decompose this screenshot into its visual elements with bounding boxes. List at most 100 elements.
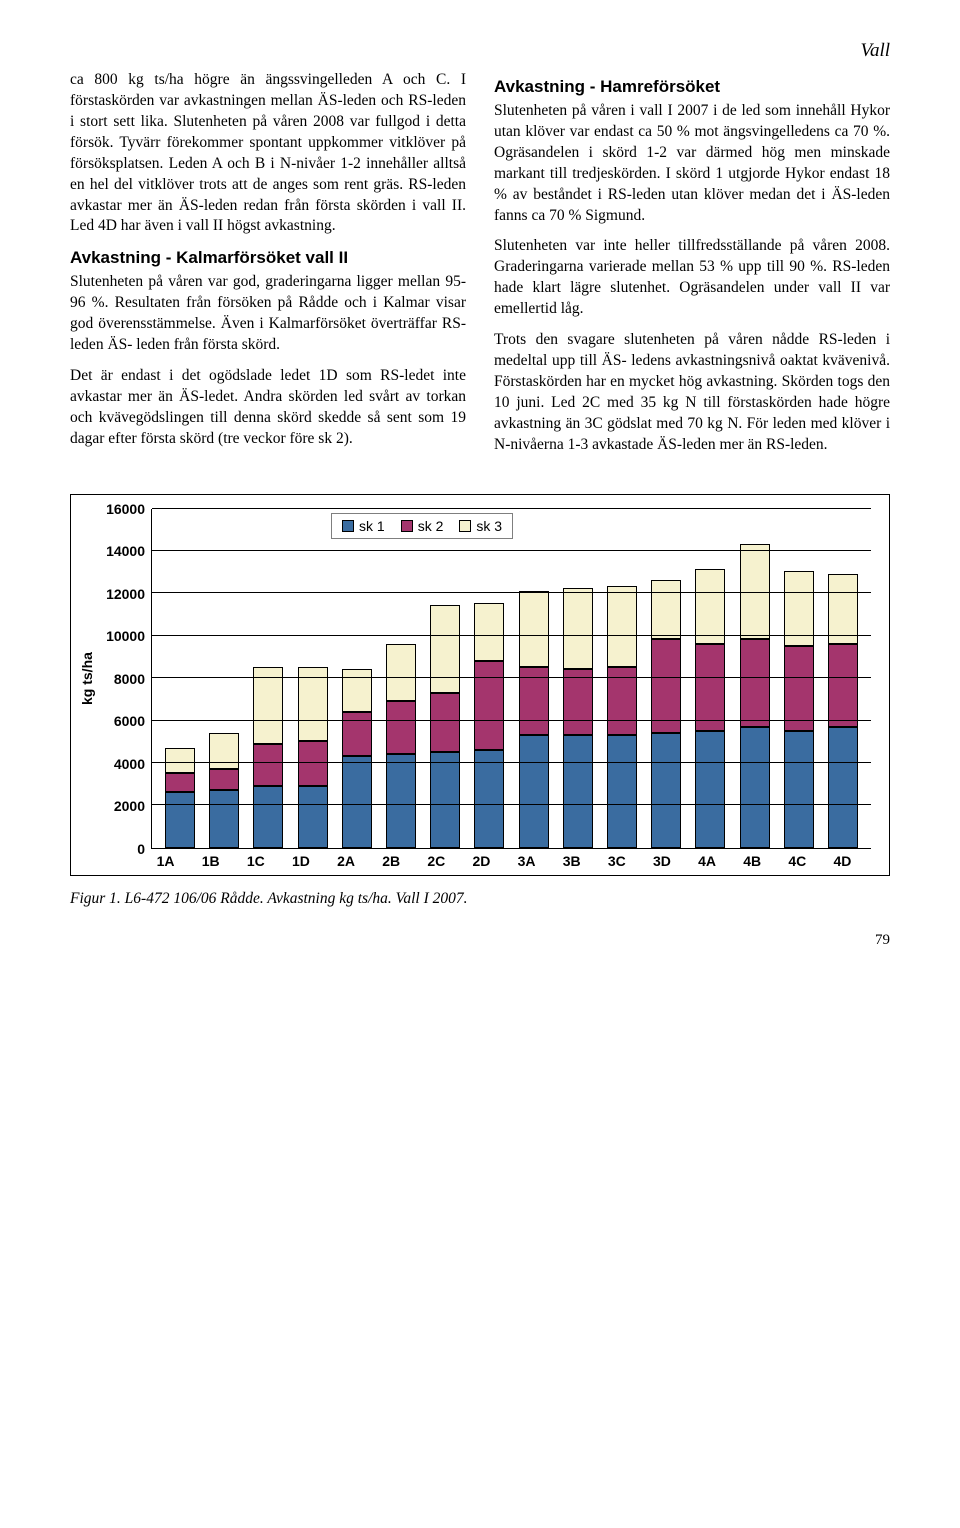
bar-segment bbox=[828, 727, 858, 848]
x-tick-label: 1C bbox=[233, 853, 278, 869]
bar-segment bbox=[298, 786, 328, 848]
bar-2D bbox=[474, 603, 504, 847]
left-p3: Det är endast i det ogödslade ledet 1D s… bbox=[70, 366, 466, 450]
chart-legend: sk 1 sk 2 sk 3 bbox=[331, 513, 513, 539]
bar-segment bbox=[695, 644, 725, 731]
y-tick-label: 2000 bbox=[114, 798, 145, 814]
bar-2A bbox=[342, 669, 372, 848]
bar-segment bbox=[165, 773, 195, 792]
bar-segment bbox=[607, 586, 637, 667]
bar-segment bbox=[784, 646, 814, 731]
bar-4C bbox=[784, 571, 814, 847]
bar-4A bbox=[695, 569, 725, 847]
bar-segment bbox=[209, 769, 239, 790]
bar-segment bbox=[563, 669, 593, 735]
bar-1B bbox=[209, 733, 239, 848]
y-tick-label: 16000 bbox=[106, 501, 145, 517]
bar-segment bbox=[740, 727, 770, 848]
legend-label: sk 1 bbox=[359, 518, 385, 534]
bar-segment bbox=[740, 639, 770, 726]
legend-item: sk 1 bbox=[342, 518, 385, 534]
bar-segment bbox=[695, 731, 725, 848]
bar-segment bbox=[563, 588, 593, 669]
y-tick-label: 8000 bbox=[114, 671, 145, 687]
legend-swatch bbox=[401, 520, 413, 532]
left-p2: Slutenheten på våren var god, graderinga… bbox=[70, 272, 466, 356]
bar-segment bbox=[474, 603, 504, 660]
bar-segment bbox=[253, 667, 283, 744]
legend-label: sk 2 bbox=[418, 518, 444, 534]
bar-segment bbox=[474, 661, 504, 750]
bar-segment bbox=[209, 733, 239, 769]
bar-segment bbox=[695, 569, 725, 643]
bar-segment bbox=[430, 752, 460, 848]
y-axis-label: kg ts/ha bbox=[77, 509, 97, 849]
x-tick-label: 1D bbox=[278, 853, 323, 869]
bar-4D bbox=[828, 574, 858, 848]
y-tick-label: 14000 bbox=[106, 543, 145, 559]
bar-segment bbox=[386, 754, 416, 848]
legend-item: sk 2 bbox=[401, 518, 444, 534]
figure-caption: Figur 1. L6-472 106/06 Rådde. Avkastning… bbox=[70, 890, 890, 908]
y-axis: kg ts/ha 0200040006000800010000120001400… bbox=[77, 509, 151, 849]
bar-3C bbox=[607, 586, 637, 847]
x-tick-label: 3B bbox=[549, 853, 594, 869]
bar-2B bbox=[386, 644, 416, 848]
bar-segment bbox=[253, 786, 283, 848]
bar-segment bbox=[253, 744, 283, 787]
plot-area bbox=[151, 509, 871, 849]
x-tick-label: 1B bbox=[188, 853, 233, 869]
right-column: Avkastning - Hamreförsöket Slutenheten p… bbox=[494, 70, 890, 466]
legend-swatch bbox=[342, 520, 354, 532]
bar-segment bbox=[298, 741, 328, 786]
section-header: Vall bbox=[70, 40, 890, 62]
bar-segment bbox=[651, 733, 681, 848]
bar-segment bbox=[342, 712, 372, 757]
two-column-text: ca 800 kg ts/ha högre än ängssvingellede… bbox=[70, 70, 890, 466]
bar-segment bbox=[298, 667, 328, 741]
x-tick-label: 3D bbox=[639, 853, 684, 869]
x-tick-label: 2B bbox=[369, 853, 414, 869]
x-tick-label: 3C bbox=[594, 853, 639, 869]
right-p2: Slutenheten var inte heller tillfredsstä… bbox=[494, 236, 890, 320]
bar-segment bbox=[474, 750, 504, 848]
bar-chart: sk 1sk 2sk 3 kg ts/ha 020004000600080001… bbox=[70, 494, 890, 876]
bar-segment bbox=[209, 790, 239, 847]
x-tick-label: 3A bbox=[504, 853, 549, 869]
x-tick-label: 4D bbox=[820, 853, 865, 869]
bar-segment bbox=[563, 735, 593, 848]
bar-segment bbox=[651, 580, 681, 640]
x-axis-labels: 1A1B1C1D2A2B2C2D3A3B3C3D4A4B4C4D bbox=[137, 849, 871, 869]
bar-segment bbox=[828, 644, 858, 727]
bar-segment bbox=[165, 748, 195, 774]
y-tick-label: 12000 bbox=[106, 586, 145, 602]
legend-item: sk 3 bbox=[459, 518, 502, 534]
bar-segment bbox=[430, 605, 460, 692]
left-h1: Avkastning - Kalmarförsöket vall II bbox=[70, 247, 466, 270]
bar-segment bbox=[784, 731, 814, 848]
y-tick-label: 6000 bbox=[114, 713, 145, 729]
bar-4B bbox=[740, 544, 770, 848]
bar-3B bbox=[563, 588, 593, 847]
left-column: ca 800 kg ts/ha högre än ängssvingellede… bbox=[70, 70, 466, 466]
x-tick-label: 4C bbox=[775, 853, 820, 869]
bar-segment bbox=[342, 756, 372, 847]
x-tick-label: 2D bbox=[459, 853, 504, 869]
right-p3: Trots den svagare slutenheten på våren n… bbox=[494, 330, 890, 456]
bar-segment bbox=[607, 735, 637, 848]
page-number: 79 bbox=[70, 932, 890, 949]
bar-segment bbox=[386, 701, 416, 754]
bar-segment bbox=[342, 669, 372, 712]
bar-1D bbox=[298, 667, 328, 848]
right-p1: Slutenheten på våren i vall I 2007 i de … bbox=[494, 101, 890, 227]
bar-segment bbox=[386, 644, 416, 701]
legend-swatch bbox=[459, 520, 471, 532]
x-tick-label: 4B bbox=[730, 853, 775, 869]
bar-3D bbox=[651, 580, 681, 848]
bar-segment bbox=[430, 693, 460, 753]
y-tick-label: 10000 bbox=[106, 628, 145, 644]
bars-container bbox=[152, 509, 871, 848]
bar-segment bbox=[828, 574, 858, 644]
x-tick-label: 2C bbox=[414, 853, 459, 869]
x-tick-label: 1A bbox=[143, 853, 188, 869]
